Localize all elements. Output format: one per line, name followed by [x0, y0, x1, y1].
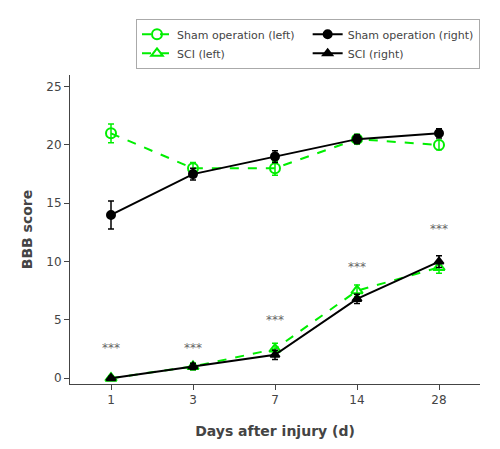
- svg-text:5: 5: [54, 313, 62, 327]
- svg-text:28: 28: [431, 393, 446, 407]
- svg-text:***: ***: [430, 222, 448, 236]
- svg-text:15: 15: [46, 196, 61, 210]
- svg-text:***: ***: [348, 260, 366, 274]
- svg-text:25: 25: [46, 80, 61, 94]
- svg-text:***: ***: [102, 341, 120, 355]
- svg-text:SCI (left): SCI (left): [177, 48, 225, 61]
- svg-text:SCI (right): SCI (right): [348, 48, 404, 61]
- svg-text:10: 10: [46, 255, 61, 269]
- svg-text:***: ***: [266, 313, 284, 327]
- svg-text:***: ***: [184, 341, 202, 355]
- svg-text:BBB score: BBB score: [19, 190, 35, 270]
- svg-text:3: 3: [189, 393, 197, 407]
- svg-text:0: 0: [54, 371, 62, 385]
- svg-text:Sham operation (left): Sham operation (left): [177, 29, 295, 42]
- svg-text:7: 7: [271, 393, 279, 407]
- svg-text:1: 1: [107, 393, 115, 407]
- svg-text:Sham operation (right): Sham operation (right): [348, 29, 474, 42]
- svg-text:14: 14: [349, 393, 364, 407]
- svg-text:Days after injury (d): Days after injury (d): [195, 423, 355, 439]
- svg-text:20: 20: [46, 138, 61, 152]
